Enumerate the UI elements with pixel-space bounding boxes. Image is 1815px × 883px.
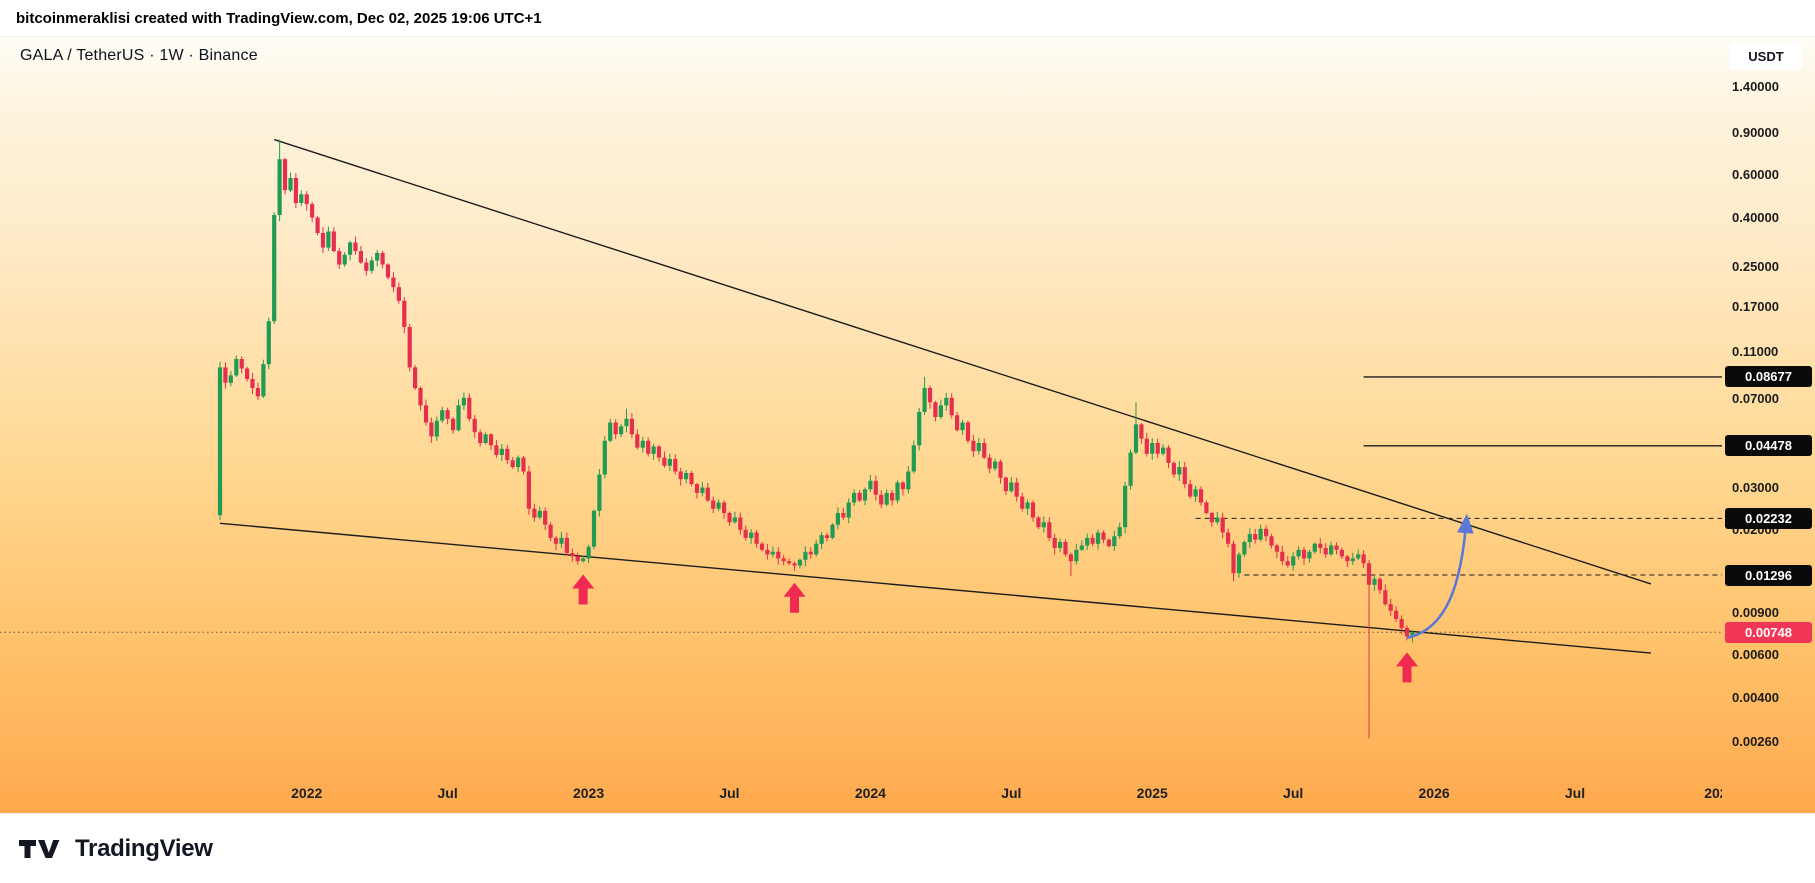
price-axis-label: 0.03000 <box>1732 479 1779 495</box>
candlestick-plot[interactable] <box>0 37 1722 777</box>
price-axis-label: 0.11000 <box>1732 344 1779 360</box>
price-axis-label: 0.17000 <box>1732 298 1779 314</box>
attribution-bar: bitcoinmeraklisi created with TradingVie… <box>0 0 1815 37</box>
time-axis-label: Jul <box>437 785 458 801</box>
price-axis-label: 0.00260 <box>1732 734 1779 750</box>
time-axis-label: 2026 <box>1418 785 1450 801</box>
candlestick-series <box>217 139 1415 739</box>
time-axis-label: 2024 <box>854 785 886 801</box>
symbol-legend[interactable]: GALA / TetherUS · 1W · Binance <box>20 47 258 64</box>
price-axis-label: 1.40000 <box>1732 79 1779 94</box>
projection-arrow[interactable] <box>1406 513 1474 640</box>
time-axis-label: Jul <box>1001 785 1022 801</box>
price-axis[interactable]: 1.40000 0.90000 0.60000 0.40000 0.25000 0.170… <box>1722 37 1815 813</box>
up-arrow-annotation <box>572 574 595 605</box>
time-axis-label: 2023 <box>572 785 605 801</box>
price-axis-label: 0.25000 <box>1732 258 1779 274</box>
time-axis-label: Jul <box>1564 785 1586 801</box>
price-axis-label: 0.00900 <box>1732 605 1779 621</box>
chart-area[interactable]: GALA / TetherUS · 1W · Binance USDT 2022… <box>0 37 1815 813</box>
price-axis-label: 0.40000 <box>1732 209 1779 225</box>
time-axis-label: Jul <box>1283 785 1304 801</box>
time-axis-label: 2022 <box>291 785 323 801</box>
price-axis-label: 0.60000 <box>1732 167 1779 183</box>
time-axis-label: 202 <box>1704 785 1722 801</box>
tradingview-wordmark: TradingView <box>75 834 213 862</box>
attribution-text: bitcoinmeraklisi created with TradingVie… <box>16 9 542 27</box>
time-axis-label: 2025 <box>1136 785 1168 801</box>
up-arrow-annotation <box>1395 652 1418 683</box>
up-arrow-annotations[interactable] <box>572 574 1418 683</box>
horizontal-price-levels[interactable] <box>0 376 1722 633</box>
price-level-badge: 0.04478 <box>1725 435 1812 457</box>
price-level-badge: 0.02232 <box>1725 507 1812 529</box>
tradingview-logo[interactable]: TradingView <box>18 835 213 863</box>
time-axis-label: Jul <box>719 785 740 801</box>
trendlines[interactable] <box>219 138 1652 654</box>
watermark-bar: TradingView <box>0 813 1815 883</box>
tradingview-logo-icon <box>19 839 60 858</box>
price-axis-label: 0.00600 <box>1732 647 1779 663</box>
price-level-badge: 0.08677 <box>1725 366 1812 388</box>
up-arrow-annotation <box>783 582 806 613</box>
price-axis-label: 0.00400 <box>1732 689 1779 705</box>
time-axis[interactable]: 2022 Jul 2023 Jul 2024 Jul 2025 Jul 2026 Jul 202 <box>0 781 1722 807</box>
currency-toggle-button[interactable]: USDT <box>1730 43 1802 70</box>
price-axis-label: 0.07000 <box>1732 391 1779 407</box>
price-level-badge: 0.01296 <box>1725 564 1812 586</box>
current-price-badge: 0.00748 <box>1725 621 1812 643</box>
price-axis-label: 0.90000 <box>1732 125 1779 141</box>
